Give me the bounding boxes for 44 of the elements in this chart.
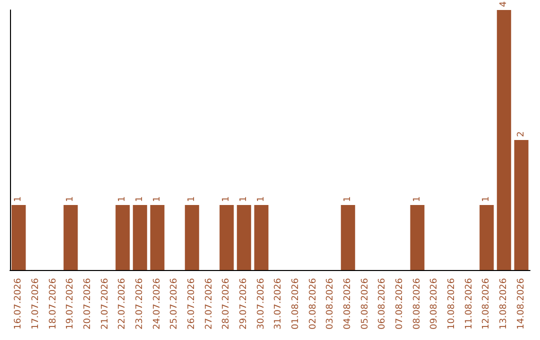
x-tick-label: 25.07.2026 <box>170 278 180 330</box>
x-tick-label: 04.08.2026 <box>343 278 353 330</box>
data-label: 4 <box>499 1 509 7</box>
x-tick-label: 22.07.2026 <box>118 278 128 330</box>
x-tick-label: 17.07.2026 <box>31 278 41 330</box>
x-tick-label: 23.07.2026 <box>135 278 145 330</box>
x-tick-label: 14.08.2026 <box>516 278 526 330</box>
x-tick-label: 12.08.2026 <box>482 278 492 330</box>
x-tick-label: 16.07.2026 <box>14 278 24 330</box>
data-label: 1 <box>14 196 24 202</box>
data-label: 1 <box>118 196 128 202</box>
x-tick-label: 02.08.2026 <box>308 278 318 330</box>
data-label: 1 <box>412 196 422 202</box>
data-label: 1 <box>239 196 249 202</box>
data-label: 1 <box>152 196 162 202</box>
x-tick-label: 06.08.2026 <box>378 278 388 330</box>
data-label: 1 <box>256 196 266 202</box>
data-label: 1 <box>66 196 76 202</box>
x-tick-label: 31.07.2026 <box>274 278 284 330</box>
data-label: 2 <box>516 131 526 137</box>
x-tick-label: 08.08.2026 <box>412 278 422 330</box>
x-tick-label: 05.08.2026 <box>360 278 370 330</box>
x-tick-label: 20.07.2026 <box>83 278 93 330</box>
x-tick-label: 01.08.2026 <box>291 278 301 330</box>
data-label: 1 <box>343 196 353 202</box>
x-tick-label: 03.08.2026 <box>326 278 336 330</box>
x-tick-label: 10.08.2026 <box>447 278 457 330</box>
x-tick-label: 28.07.2026 <box>222 278 232 330</box>
data-label: 1 <box>482 196 492 202</box>
x-tick-label: 27.07.2026 <box>204 278 214 330</box>
x-tick-label: 09.08.2026 <box>430 278 440 330</box>
x-tick-label: 21.07.2026 <box>100 278 110 330</box>
x-tick-label: 19.07.2026 <box>66 278 76 330</box>
data-label: 1 <box>187 196 197 202</box>
x-tick-label: 13.08.2026 <box>499 278 509 330</box>
x-tick-label: 18.07.2026 <box>48 278 58 330</box>
x-tick-label: 24.07.2026 <box>152 278 162 330</box>
x-tick-label: 11.08.2026 <box>464 278 474 330</box>
x-tick-label: 30.07.2026 <box>256 278 266 330</box>
x-tick-label: 29.07.2026 <box>239 278 249 330</box>
data-label: 1 <box>222 196 232 202</box>
x-tick-label: 26.07.2026 <box>187 278 197 330</box>
data-label: 1 <box>135 196 145 202</box>
x-tick-label: 07.08.2026 <box>395 278 405 330</box>
